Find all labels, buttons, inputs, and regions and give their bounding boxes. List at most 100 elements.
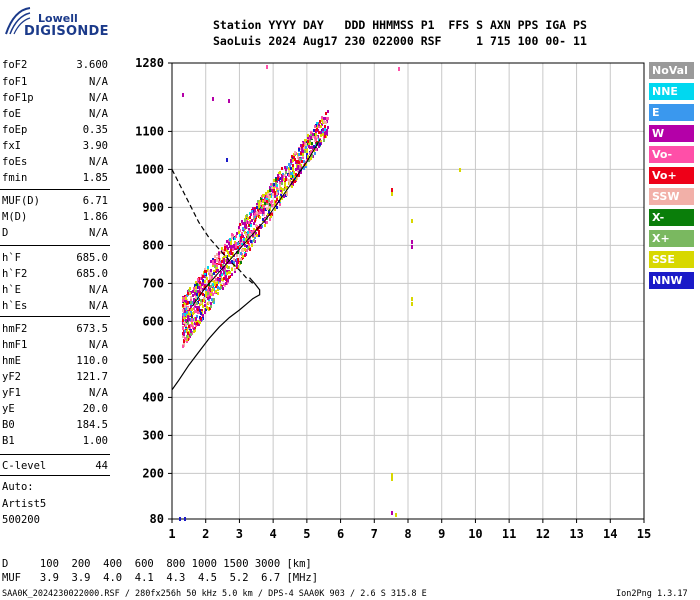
echo-point (255, 224, 257, 227)
echo-point (299, 165, 301, 168)
echo-point (268, 199, 270, 202)
echo-point (304, 139, 306, 142)
echo-point (316, 128, 318, 131)
echo-point (185, 319, 187, 322)
echo-point (209, 276, 211, 279)
echo-point (235, 235, 237, 238)
echo-point (250, 213, 252, 216)
echo-point (262, 211, 264, 214)
echo-point (222, 264, 224, 267)
echo-point (323, 139, 325, 142)
echo-point (321, 119, 323, 122)
echo-point (232, 248, 234, 251)
echo-point (211, 276, 213, 279)
echo-point (302, 156, 304, 159)
echo-point (210, 305, 212, 308)
legend-item: NoVal (649, 62, 694, 79)
echo-point (288, 174, 290, 177)
echo-point (273, 187, 275, 190)
panel-divider (0, 189, 110, 190)
echo-point (280, 187, 282, 190)
param-name: h`E (2, 284, 21, 296)
echo-point (249, 248, 251, 251)
echo-point (199, 303, 201, 306)
param-name: yF2 (2, 371, 21, 383)
echo-point (267, 213, 269, 216)
echo-point (273, 205, 275, 208)
echo-point (315, 148, 317, 151)
profile-line (171, 277, 261, 391)
param-value: N/A (89, 108, 108, 120)
echo-point (298, 174, 300, 177)
echo-point (268, 196, 270, 199)
echo-point (316, 142, 318, 145)
echo-point (192, 312, 194, 315)
echo-point (200, 319, 202, 322)
echo-point (312, 133, 314, 136)
echo-point (212, 293, 214, 296)
echo-point (255, 232, 257, 235)
echo-point (282, 173, 284, 176)
echo-point (269, 218, 271, 221)
echo-point (260, 202, 262, 205)
echo-point (303, 167, 305, 170)
echo-point (268, 211, 270, 214)
echo-point (197, 278, 199, 281)
echo-point (291, 185, 293, 188)
echo-point (200, 312, 202, 315)
echo-point (185, 300, 187, 303)
echo-point (272, 193, 274, 196)
y-tick-label: 600 (142, 314, 164, 328)
echo-point (327, 117, 329, 120)
echo-point (193, 287, 195, 290)
echo-point (318, 131, 320, 134)
echo-point (223, 277, 225, 280)
echo-point (276, 196, 278, 199)
echo-point (231, 236, 233, 239)
echo-point (294, 180, 296, 183)
echo-point (411, 240, 413, 244)
echo-point (230, 242, 232, 245)
echo-point (271, 213, 273, 216)
echo-point (278, 188, 280, 191)
muf-row: MUF 3.9 3.9 4.0 4.1 4.3 4.5 5.2 6.7 [MHz… (2, 572, 319, 584)
legend-item: E (649, 104, 694, 121)
echo-point (262, 200, 264, 203)
echo-point (197, 311, 199, 314)
echo-point (280, 194, 282, 197)
echo-point (190, 305, 192, 308)
echo-point (224, 269, 226, 272)
echo-point (183, 297, 185, 300)
echo-point (209, 296, 211, 299)
echo-point (261, 207, 263, 210)
echo-point (234, 268, 236, 271)
echo-point (187, 307, 189, 310)
echo-point (241, 242, 243, 245)
echo-point (216, 266, 218, 269)
echo-point (231, 268, 233, 271)
echo-point (200, 301, 202, 304)
echo-point (221, 260, 223, 263)
echo-point (204, 270, 206, 273)
echo-point (187, 318, 189, 321)
echo-point (277, 174, 279, 177)
echo-point (235, 245, 237, 248)
echo-point (269, 203, 271, 206)
echo-point (218, 252, 220, 255)
x-tick-label: 15 (637, 527, 651, 541)
echo-point (207, 266, 209, 269)
echo-point (196, 315, 198, 318)
echo-point (233, 244, 235, 247)
profile-dashed-line (171, 169, 254, 284)
echo-point (220, 286, 222, 289)
echo-point (391, 192, 393, 196)
echo-point (302, 153, 304, 156)
echo-point (281, 191, 283, 194)
echo-point (292, 164, 294, 167)
echo-point (254, 207, 256, 210)
param-value: 1.00 (82, 435, 108, 447)
echo-point (205, 291, 207, 294)
echo-point (290, 159, 292, 162)
echo-point (259, 216, 261, 219)
echo-point (322, 133, 324, 136)
